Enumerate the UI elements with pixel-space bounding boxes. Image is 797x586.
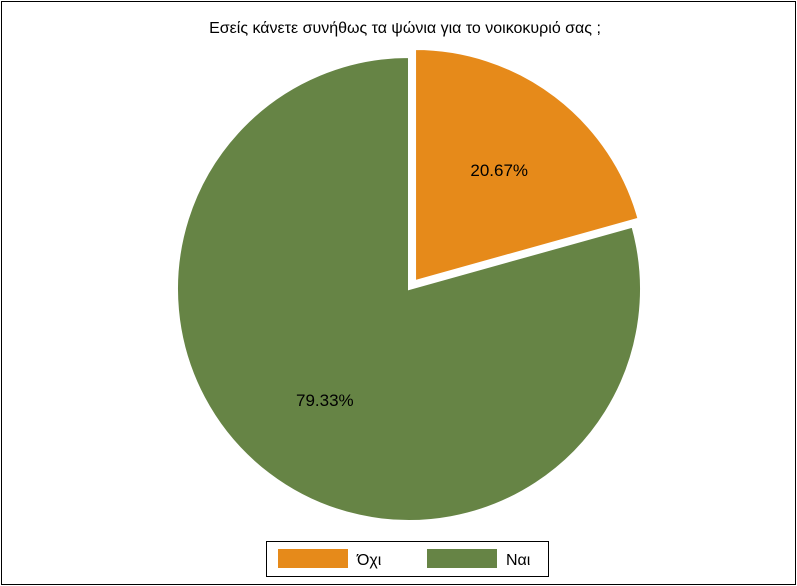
pie-slice-0	[414, 48, 640, 283]
pie-data-label-1: 79.33%	[296, 391, 354, 410]
chart-title: Εσείς κάνετε συνήθως τα ψώνια για το νοι…	[209, 20, 601, 37]
legend-swatch-0	[278, 549, 348, 568]
pie-slice-1	[176, 55, 642, 522]
legend-label-1: Ναι	[506, 552, 531, 569]
pie-data-labels: 20.67% 79.33%	[296, 161, 528, 410]
pie-data-label-0: 20.67%	[470, 161, 528, 180]
legend: Όχι Ναι	[266, 541, 549, 577]
legend-label-0: Όχι	[356, 552, 382, 569]
pie-slices	[176, 48, 642, 522]
legend-swatch-1	[427, 549, 497, 568]
